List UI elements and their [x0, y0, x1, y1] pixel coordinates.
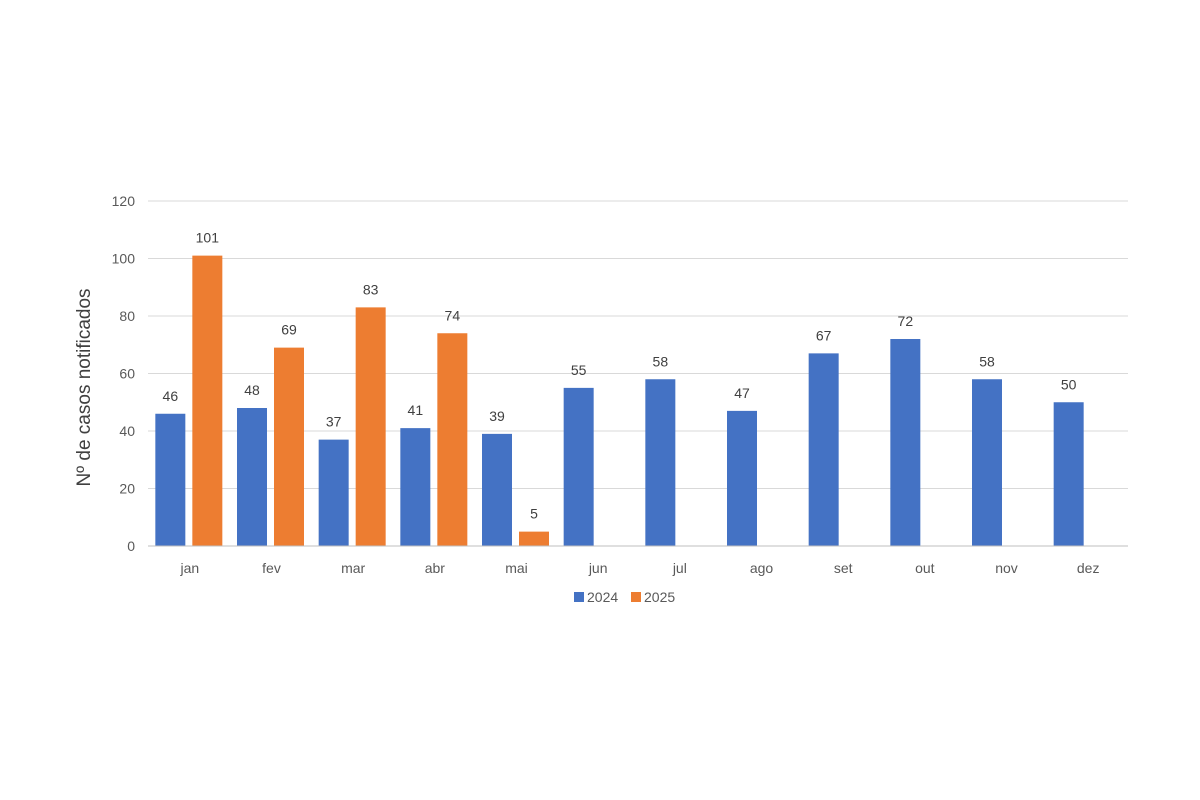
data-label: 67 [816, 327, 832, 343]
x-tick-label: jan [179, 560, 199, 576]
data-label: 72 [898, 313, 914, 329]
bar-2024-fev [237, 408, 267, 546]
data-label: 58 [979, 353, 995, 369]
data-label: 47 [734, 385, 750, 401]
bar-2025-mai [519, 531, 549, 546]
y-tick-label: 40 [119, 423, 135, 439]
x-tick-label: set [834, 560, 853, 576]
data-label: 83 [363, 281, 379, 297]
x-tick-label: mar [341, 560, 365, 576]
bar-2024-jun [563, 387, 594, 546]
bar-2024-mar [318, 439, 349, 546]
legend-swatch-2025 [631, 592, 641, 602]
y-tick-label: 120 [112, 193, 136, 209]
data-label: 50 [1061, 376, 1077, 392]
bar-2024-out [890, 339, 921, 546]
data-label: 74 [445, 307, 461, 323]
bar-2024-set [808, 353, 839, 546]
bar-2024-mai [482, 433, 512, 546]
bar-2024-jan [155, 413, 186, 546]
bar-2024-dez [1053, 402, 1084, 546]
data-label: 41 [408, 402, 424, 418]
data-label: 55 [571, 362, 587, 378]
bar-2025-mar [355, 307, 386, 546]
bar-2024-ago [727, 410, 757, 546]
data-label: 39 [489, 408, 505, 424]
x-axis-categories: jan fev mar abr mai jun jul ago set out nov dez [179, 560, 1099, 576]
y-tick-label: 20 [119, 481, 135, 497]
data-label: 37 [326, 414, 342, 430]
y-tick-label: 0 [127, 538, 135, 554]
legend-swatch-2024 [574, 592, 584, 602]
data-label: 101 [196, 230, 220, 246]
x-tick-label: ago [750, 560, 774, 576]
x-tick-label: jul [672, 560, 687, 576]
legend-label-2025: 2025 [644, 589, 675, 605]
x-tick-label: jun [588, 560, 608, 576]
y-axis-ticks: 0 20 40 60 80 100 120 [112, 193, 136, 554]
y-tick-label: 80 [119, 308, 135, 324]
bar-2025-abr [437, 333, 468, 546]
x-tick-label: out [915, 560, 935, 576]
x-tick-label: mai [505, 560, 528, 576]
gridlines [148, 200, 1128, 489]
data-label: 69 [281, 322, 297, 338]
bar-2025-fev [274, 347, 304, 546]
y-tick-label: 60 [119, 366, 135, 382]
legend: 2024 2025 [574, 589, 675, 605]
bars [155, 255, 1084, 546]
bar-2024-jul [645, 379, 676, 546]
x-tick-label: dez [1077, 560, 1100, 576]
x-tick-label: abr [425, 560, 446, 576]
bar-2025-jan [192, 255, 223, 546]
legend-label-2024: 2024 [587, 589, 618, 605]
x-tick-label: fev [262, 560, 281, 576]
data-label: 58 [653, 353, 669, 369]
data-label: 5 [530, 506, 538, 522]
y-axis-title: Nº de casos notificados [74, 288, 95, 486]
bar-2024-nov [972, 379, 1002, 546]
bar-2024-abr [400, 428, 431, 546]
x-tick-label: nov [995, 560, 1018, 576]
data-label: 48 [244, 382, 260, 398]
y-tick-label: 100 [112, 251, 136, 267]
data-label: 46 [163, 388, 179, 404]
